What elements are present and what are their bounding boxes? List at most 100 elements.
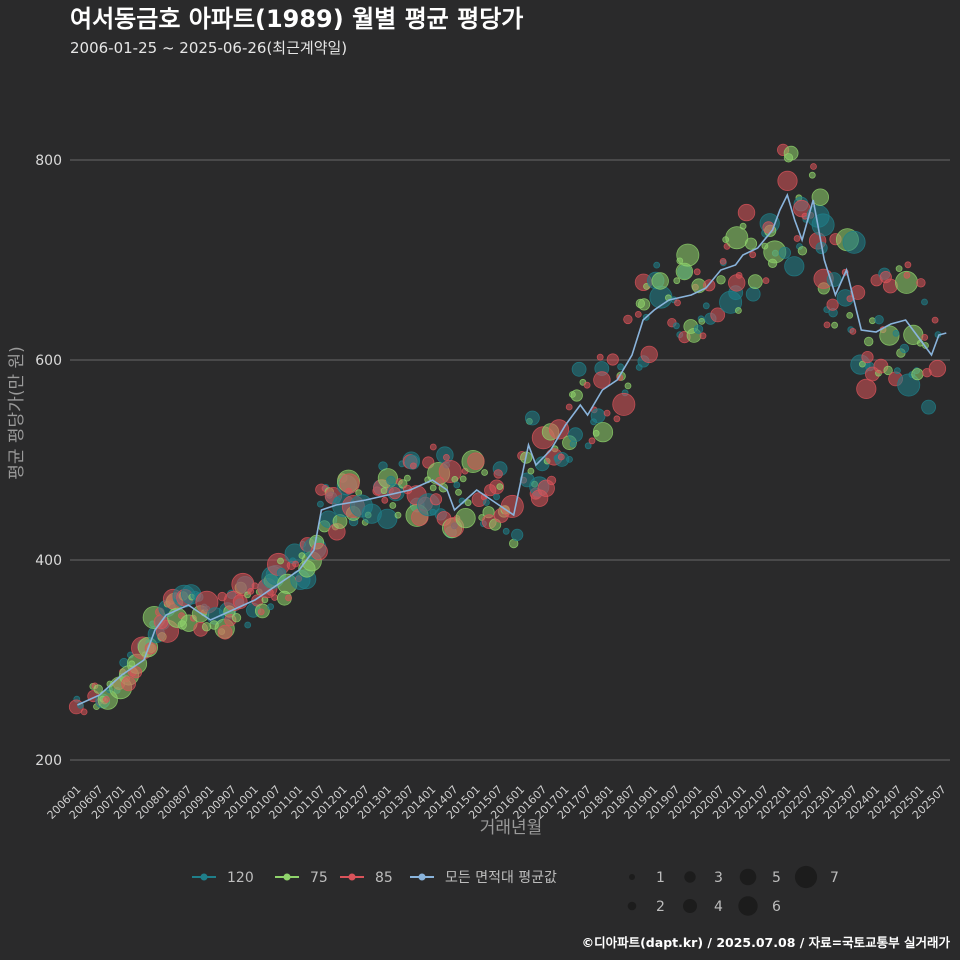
scatter-point-85	[429, 493, 443, 506]
scatter-point-75	[673, 277, 681, 285]
size-legend-label-5: 5	[772, 870, 781, 886]
scatter-point-75	[464, 499, 472, 507]
scatter-point-85	[429, 443, 437, 451]
chart-subtitle: 2006-01-25 ~ 2025-06-26(최근계약일)	[70, 39, 347, 57]
scatter-point-75	[895, 265, 903, 273]
scatter-point-85	[442, 453, 450, 461]
scatter-point-85	[257, 608, 265, 616]
scatter-point-120	[892, 329, 900, 337]
scatter-point-85	[699, 332, 707, 340]
y-tick-600: 600	[35, 353, 62, 369]
scatter-point-75	[496, 483, 504, 491]
scatter-point-85	[861, 350, 874, 364]
scatter-point-75	[725, 226, 749, 250]
scatter-point-75	[676, 243, 700, 267]
scatter-point-85	[826, 298, 839, 311]
scatter-point-120	[511, 528, 524, 542]
scatter-point-75	[429, 484, 437, 492]
scatter-point-75	[394, 511, 402, 519]
scatter-point-85	[271, 594, 279, 601]
y-axis-label: 평균 평당가(만 원)	[7, 346, 27, 480]
scatter-point-75	[831, 321, 838, 329]
scatter-point-75	[797, 246, 808, 256]
scatter-point-85	[583, 381, 591, 389]
scatter-point-75	[783, 145, 799, 161]
scatter-point-85	[777, 170, 798, 191]
scatter-point-75	[747, 274, 763, 290]
chart-title: 여서동금호 아파트(1989) 월별 평균 평당가	[70, 5, 523, 33]
scatter-point-85	[546, 475, 557, 486]
size-legend-label-2: 2	[656, 899, 665, 915]
scatter-point-75	[808, 171, 816, 179]
scatter-point-75	[739, 222, 747, 230]
scatter-point-120	[267, 603, 275, 611]
scatter-point-85	[557, 453, 565, 461]
scatter-point-85	[612, 392, 636, 416]
scatter-point-120	[811, 213, 835, 237]
scatter-point-85	[129, 666, 143, 679]
scatter-point-75	[811, 188, 830, 206]
scatter-point-75	[455, 507, 476, 529]
scatter-point-120	[842, 230, 866, 254]
scatter-point-85	[737, 203, 756, 222]
scatter-point-85	[588, 437, 596, 445]
scatter-point-85	[719, 257, 727, 265]
scatter-point-85	[593, 371, 611, 389]
scatter-point-85	[292, 560, 300, 568]
scatter-point-85	[856, 378, 877, 399]
scatter-point-75	[859, 360, 866, 368]
size-legend-label-4: 4	[714, 899, 723, 915]
scatter-point-75	[570, 389, 583, 402]
legend-swatch-dot-3	[418, 873, 426, 881]
scatter-point-120	[702, 302, 710, 310]
scatter-point-120	[693, 324, 704, 334]
scatter-point-120	[377, 508, 398, 529]
scatter-point-85	[810, 163, 817, 170]
size-legend-dot-4	[683, 899, 697, 913]
scatter-point-85	[493, 469, 503, 479]
scatter-point-85	[674, 299, 681, 307]
source-caption: ©디아파트(dapt.kr) / 2025.07.08 / 자료=국토교통부 실…	[582, 935, 951, 950]
legend-swatch-dot-0	[200, 873, 208, 881]
scatter-point-75	[735, 307, 742, 314]
scatter-point-85	[762, 221, 775, 234]
scatter-point-120	[244, 621, 252, 629]
scatter-point-120	[482, 499, 490, 506]
scatter-point-85	[217, 624, 233, 640]
scatter-point-85	[623, 314, 633, 325]
scatter-point-75	[481, 469, 489, 476]
scatter-point-85	[103, 696, 110, 703]
scatter-point-120	[653, 261, 661, 269]
scatter-point-85	[634, 310, 642, 318]
scatter-point-85	[693, 268, 701, 276]
scatter-point-75	[846, 311, 854, 319]
scatter-point-85	[921, 333, 929, 341]
scatter-point-120	[778, 246, 792, 259]
scatter-point-75	[698, 317, 706, 325]
scatter-point-75	[451, 475, 459, 483]
scatter-point-75	[864, 336, 874, 347]
y-grid	[70, 159, 950, 761]
size-legend-label-6: 6	[772, 899, 781, 915]
size-legend-label-1: 1	[656, 870, 665, 886]
scatter-point-85	[467, 452, 485, 470]
size-legend-label-7: 7	[830, 870, 839, 886]
scatter-point-75	[231, 613, 242, 623]
scatter-point-75	[389, 502, 397, 509]
scatter-point-75	[744, 237, 758, 250]
scatter-point-75	[869, 317, 876, 325]
scatter-point-85	[121, 676, 137, 692]
scatter-point-120	[584, 442, 592, 450]
size-legend-dot-1	[629, 874, 635, 880]
scatter-point-120	[386, 475, 396, 486]
y-tick-labels: 200 400 600 800	[35, 153, 62, 769]
average-line-group	[77, 192, 947, 706]
size-legend-dot-7	[794, 865, 818, 889]
scatter-point-85	[916, 278, 926, 288]
scatter-point-75	[380, 487, 388, 495]
scatter-point-85	[762, 277, 770, 285]
legend-label-3: 모든 면적대 평균값	[445, 870, 557, 886]
scatter-point-120	[874, 315, 884, 325]
scatter-point-75	[459, 475, 467, 483]
scatter-point-85	[80, 708, 88, 716]
